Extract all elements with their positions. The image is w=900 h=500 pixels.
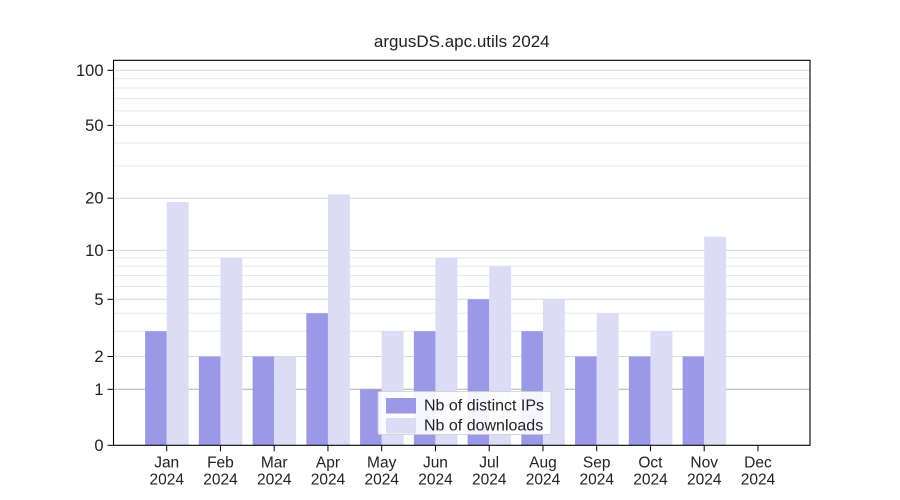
svg-text:2024: 2024 bbox=[203, 471, 238, 488]
svg-text:Mar: Mar bbox=[261, 454, 288, 471]
svg-text:5: 5 bbox=[94, 291, 103, 309]
svg-text:2024: 2024 bbox=[418, 471, 453, 488]
svg-text:2024: 2024 bbox=[472, 471, 507, 488]
svg-text:2024: 2024 bbox=[311, 471, 346, 488]
svg-text:Apr: Apr bbox=[316, 454, 340, 471]
svg-text:2024: 2024 bbox=[526, 471, 561, 488]
svg-text:1: 1 bbox=[94, 381, 103, 399]
svg-text:2024: 2024 bbox=[364, 471, 399, 488]
svg-text:Jun: Jun bbox=[423, 454, 448, 471]
svg-text:2024: 2024 bbox=[741, 471, 776, 488]
svg-text:2024: 2024 bbox=[687, 471, 722, 488]
svg-text:May: May bbox=[367, 454, 397, 471]
svg-text:2: 2 bbox=[94, 348, 103, 366]
svg-text:Oct: Oct bbox=[638, 454, 663, 471]
svg-text:Nb of distinct IPs: Nb of distinct IPs bbox=[424, 398, 544, 415]
svg-text:50: 50 bbox=[85, 117, 103, 135]
svg-text:20: 20 bbox=[85, 190, 103, 208]
svg-text:10: 10 bbox=[85, 242, 103, 260]
svg-text:Dec: Dec bbox=[744, 454, 772, 471]
svg-text:2024: 2024 bbox=[257, 471, 292, 488]
svg-text:2024: 2024 bbox=[633, 471, 668, 488]
svg-text:2024: 2024 bbox=[579, 471, 614, 488]
svg-text:Sep: Sep bbox=[583, 454, 611, 471]
svg-text:Jan: Jan bbox=[154, 454, 179, 471]
svg-text:Aug: Aug bbox=[529, 454, 557, 471]
svg-text:Nov: Nov bbox=[690, 454, 718, 471]
svg-text:Jul: Jul bbox=[479, 454, 499, 471]
svg-text:100: 100 bbox=[76, 62, 104, 80]
svg-text:Nb of downloads: Nb of downloads bbox=[424, 418, 543, 435]
svg-text:2024: 2024 bbox=[149, 471, 184, 488]
svg-text:argusDS.apc.utils 2024: argusDS.apc.utils 2024 bbox=[374, 32, 550, 51]
svg-text:Feb: Feb bbox=[207, 454, 234, 471]
svg-text:0: 0 bbox=[94, 437, 103, 455]
